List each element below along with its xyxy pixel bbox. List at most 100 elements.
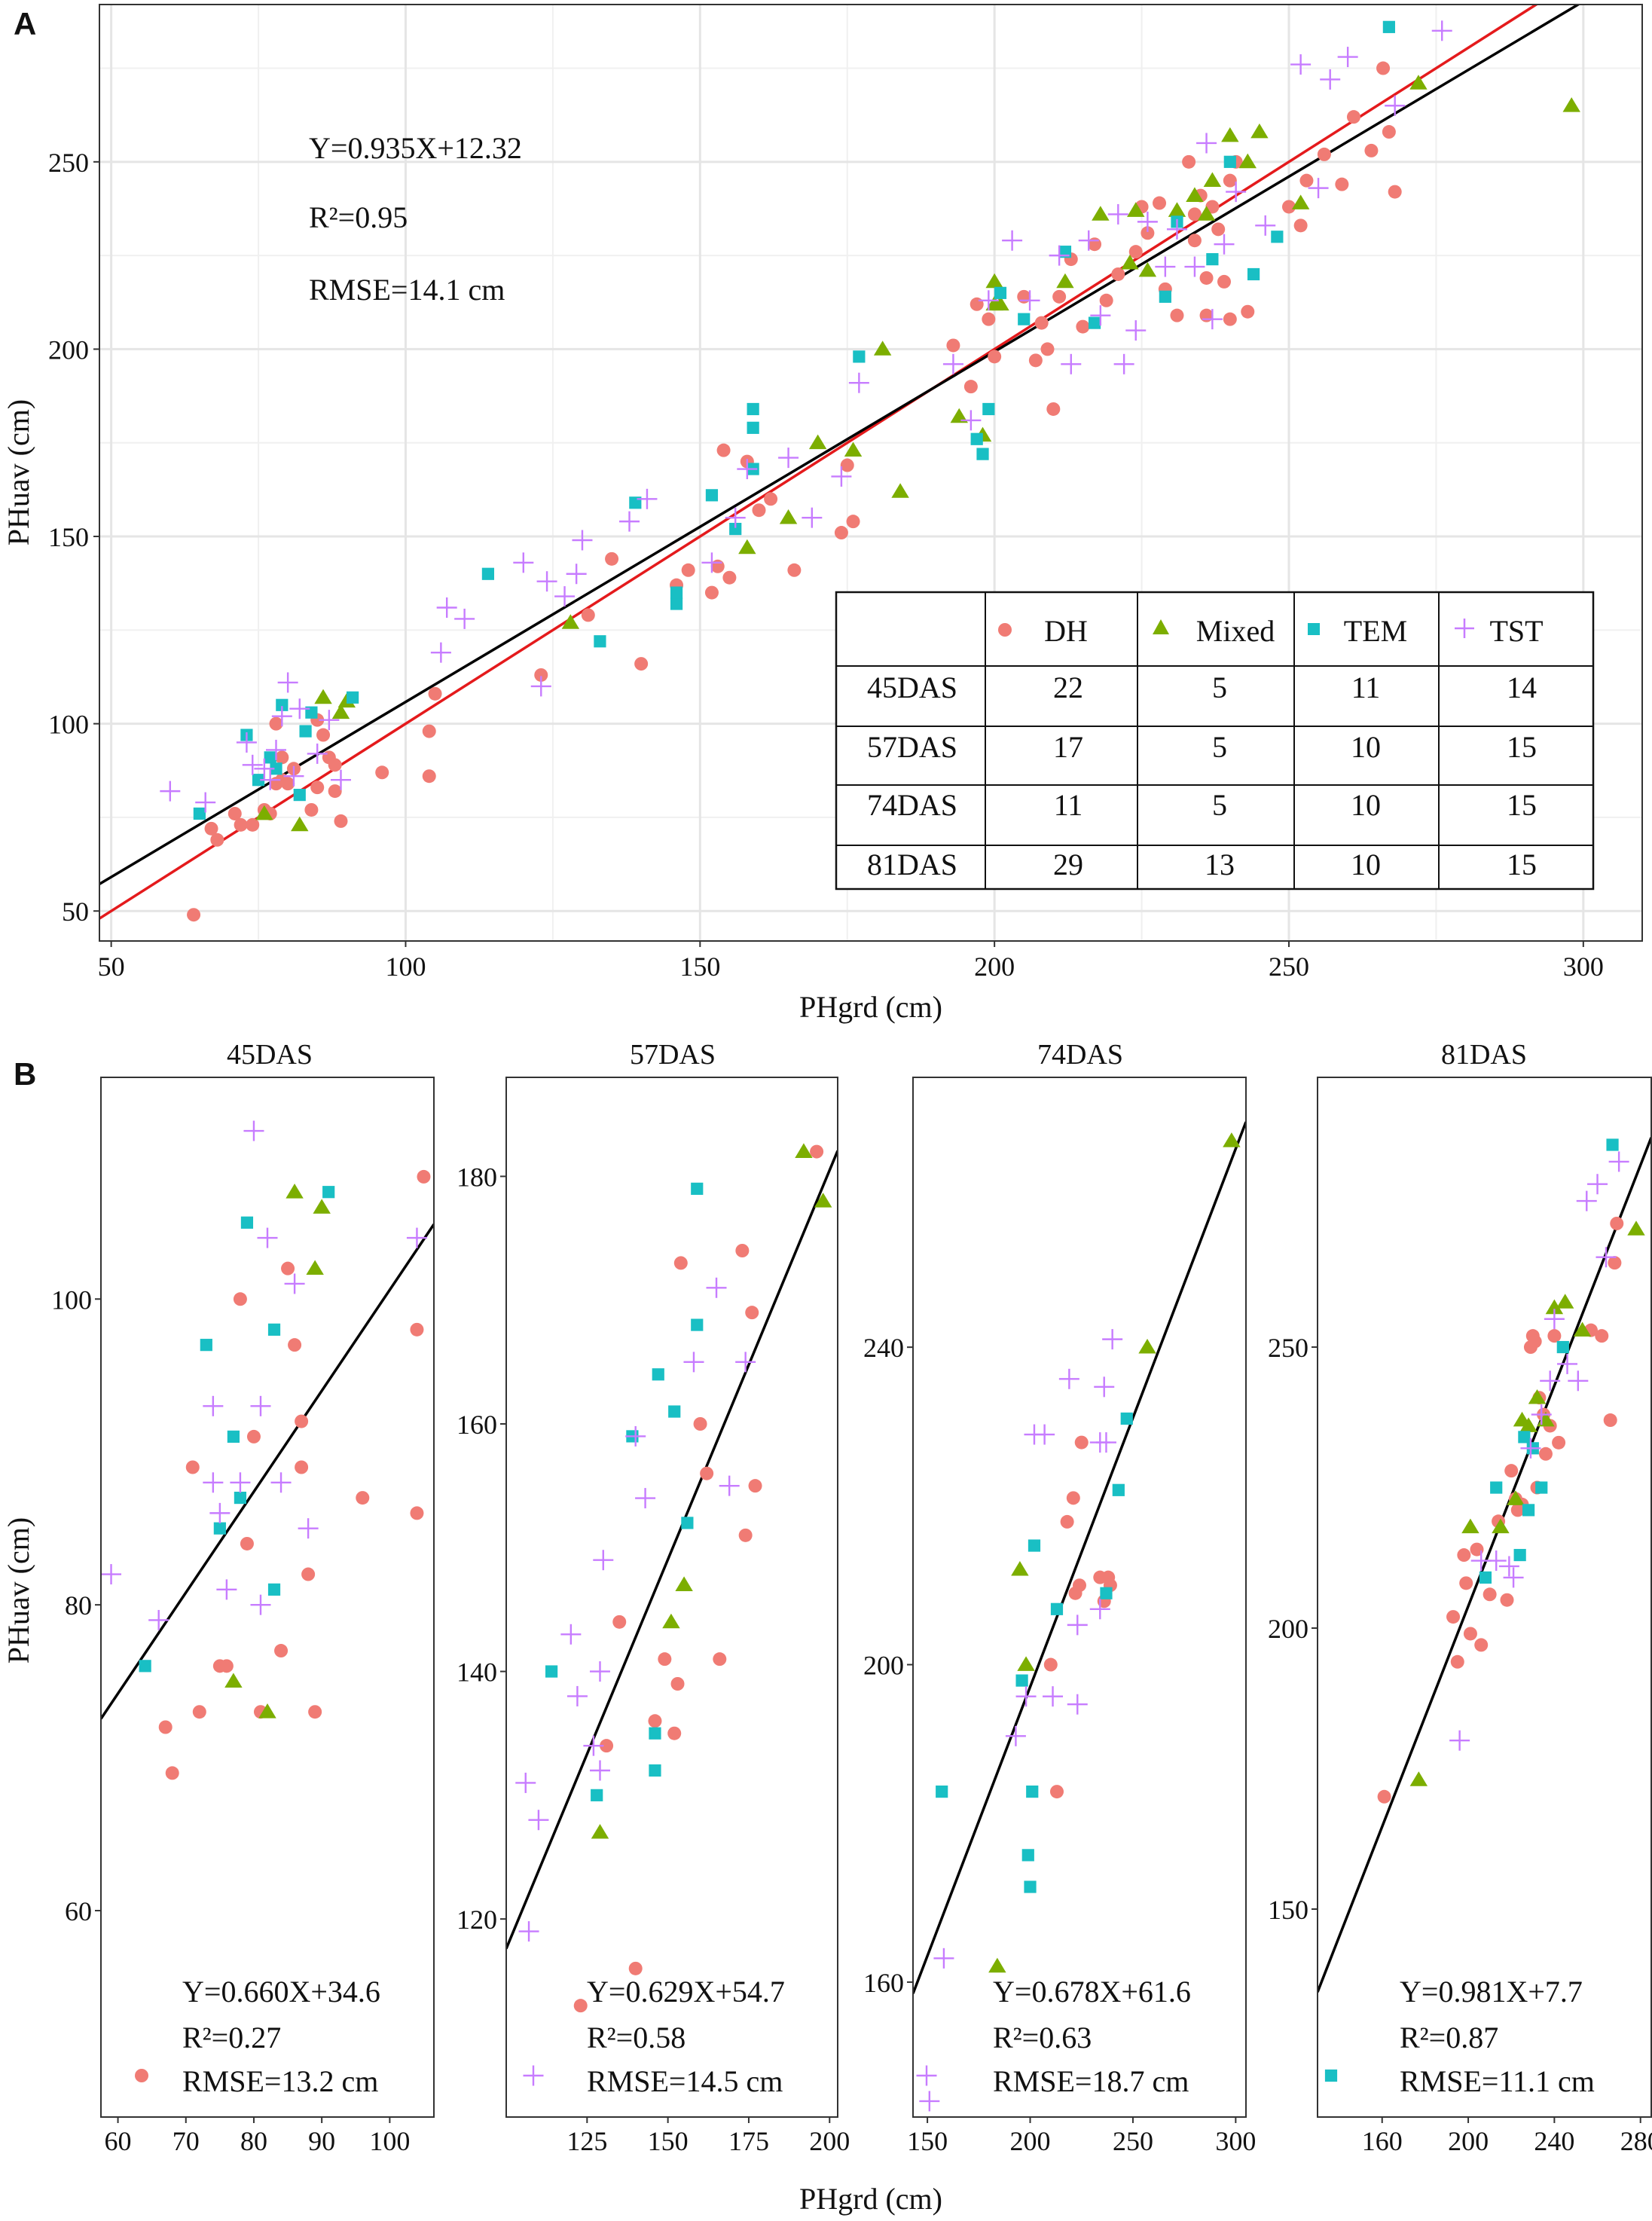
data-point-tst bbox=[1503, 1567, 1524, 1588]
data-point-tem bbox=[1018, 313, 1031, 325]
panel-a-letter: A bbox=[14, 6, 36, 41]
data-point-tem bbox=[1100, 1587, 1113, 1599]
data-point-dh bbox=[204, 821, 218, 836]
data-point-tst bbox=[203, 1395, 224, 1416]
data-point-dh bbox=[670, 1677, 685, 1691]
data-point-tst bbox=[250, 1594, 271, 1615]
data-point-mixed bbox=[313, 1199, 331, 1214]
data-point-tst bbox=[589, 1661, 610, 1682]
data-point-dh bbox=[1199, 308, 1214, 322]
facet-45das-rmse: RMSE=13.2 cm bbox=[182, 2064, 378, 2098]
data-point-dh bbox=[334, 814, 348, 828]
data-point-tst bbox=[530, 676, 551, 697]
panel-a-border bbox=[99, 4, 1643, 942]
facet-border bbox=[912, 1077, 1247, 2118]
data-point-dh bbox=[269, 716, 283, 731]
facet-title-57das: 57DAS bbox=[630, 1039, 716, 1071]
data-point-tst bbox=[289, 698, 310, 719]
data-point-mixed bbox=[591, 1823, 609, 1839]
facet-points bbox=[101, 1120, 431, 1780]
data-point-dh bbox=[417, 1169, 431, 1184]
data-point-dh bbox=[1217, 274, 1232, 289]
data-point-dh bbox=[187, 908, 201, 922]
data-point-mixed bbox=[314, 689, 332, 704]
data-point-tst bbox=[1320, 69, 1341, 90]
data-point-mixed bbox=[1409, 75, 1428, 90]
y-tick-label: 150 bbox=[48, 522, 89, 552]
data-point-dh bbox=[1299, 173, 1314, 188]
data-point-dh bbox=[1547, 1329, 1562, 1343]
y-tick-label: 100 bbox=[48, 710, 89, 740]
data-point-tem bbox=[270, 762, 282, 775]
data-point-tem bbox=[1021, 1849, 1034, 1862]
data-point-dh bbox=[422, 769, 436, 784]
data-point-dh bbox=[738, 1528, 753, 1542]
data-point-dh bbox=[328, 784, 342, 799]
data-point-tst bbox=[737, 459, 758, 480]
data-point-dh bbox=[748, 1479, 762, 1493]
data-point-tst bbox=[1431, 20, 1452, 41]
data-point-tem bbox=[1518, 1431, 1531, 1443]
data-point-tst bbox=[1113, 353, 1134, 374]
data-point-tst bbox=[1608, 1151, 1629, 1172]
data-point-dh bbox=[1223, 173, 1237, 188]
data-point-dh bbox=[1223, 312, 1237, 326]
y-tick-label: 80 bbox=[65, 1590, 92, 1621]
y-tick-label: 100 bbox=[51, 1285, 92, 1315]
data-point-dh bbox=[210, 832, 224, 847]
data-point-tst bbox=[1520, 1437, 1541, 1459]
x-tick-label: 150 bbox=[648, 2126, 689, 2156]
data-point-tst bbox=[1308, 178, 1329, 199]
facet-81das-rmse: RMSE=11.1 cm bbox=[1400, 2064, 1595, 2098]
data-point-dh bbox=[605, 551, 619, 566]
legend-table: DH Mixed TEM TST 45DAS 22 5 11 14 57DAS … bbox=[835, 591, 1595, 891]
data-point-dh bbox=[1364, 143, 1379, 157]
data-point-dh bbox=[158, 1720, 173, 1734]
data-point-tst bbox=[243, 1120, 264, 1141]
data-point-tem bbox=[691, 1318, 704, 1331]
circle-icon bbox=[998, 623, 1012, 637]
data-point-tem bbox=[729, 522, 742, 536]
facet-border bbox=[505, 1077, 838, 2118]
panel-a: A 50 100 150 200 250 300 50 100 150 200 250 Y=0.93… bbox=[2, 4, 1643, 1024]
table-cell: 29 bbox=[1053, 848, 1083, 881]
data-point-dh bbox=[1187, 234, 1202, 248]
facet-border bbox=[100, 1077, 435, 2118]
data-point-tem bbox=[976, 448, 989, 460]
data-point-tst bbox=[283, 765, 304, 787]
data-point-dh bbox=[716, 443, 731, 457]
data-point-tst bbox=[978, 290, 999, 311]
square-icon bbox=[1308, 623, 1320, 635]
data-point-dh bbox=[963, 380, 978, 394]
data-point-tst bbox=[706, 1277, 727, 1298]
data-point-tst bbox=[566, 1685, 588, 1706]
data-point-mixed bbox=[1223, 1132, 1241, 1147]
data-point-tem bbox=[299, 725, 312, 738]
data-point-tst bbox=[518, 1921, 539, 1942]
data-point-tst bbox=[802, 507, 823, 528]
data-point-tst bbox=[1043, 1686, 1064, 1707]
data-point-dh bbox=[356, 1491, 370, 1505]
data-point-mixed bbox=[1291, 194, 1310, 209]
fit-line bbox=[913, 1121, 1246, 1994]
facet-45das-equation: Y=0.660X+34.6 bbox=[182, 1975, 380, 2009]
panel-a-equation: Y=0.935X+12.32 bbox=[309, 131, 522, 165]
data-point-tst bbox=[430, 642, 451, 663]
data-point-tst bbox=[1094, 1376, 1115, 1398]
data-point-dh bbox=[1153, 196, 1167, 210]
data-point-mixed bbox=[331, 704, 350, 719]
data-point-tem bbox=[1223, 155, 1236, 168]
data-point-mixed bbox=[1056, 273, 1074, 289]
fit-line bbox=[1318, 1137, 1651, 1993]
data-point-tst bbox=[1568, 1370, 1589, 1392]
x-tick-label: 200 bbox=[1448, 2126, 1489, 2156]
x-tick-label: 300 bbox=[1563, 952, 1604, 982]
data-point-dh bbox=[234, 817, 248, 832]
data-point-dh bbox=[1099, 293, 1113, 307]
data-point-dh bbox=[1538, 1447, 1553, 1461]
data-point-mixed bbox=[779, 509, 798, 524]
data-point-dh bbox=[1034, 316, 1049, 330]
data-point-mixed bbox=[985, 273, 1003, 289]
data-point-tst bbox=[101, 1564, 122, 1585]
